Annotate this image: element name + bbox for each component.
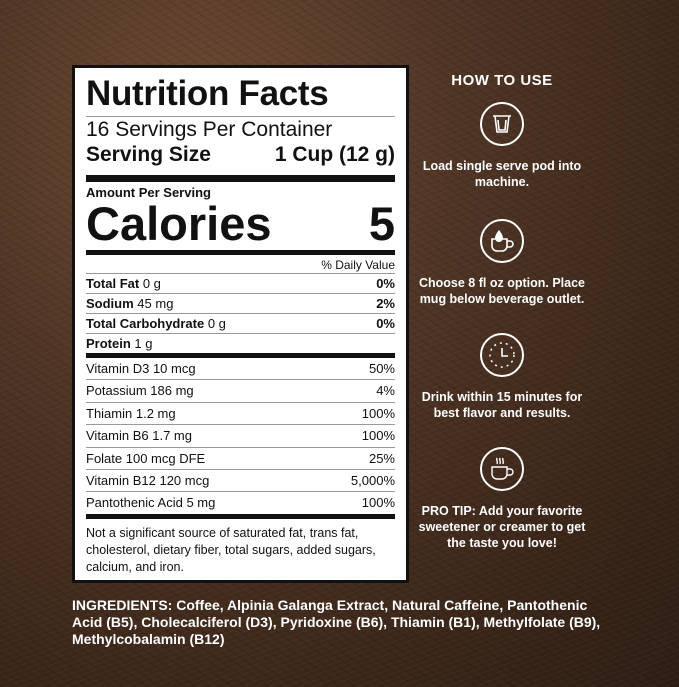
ingredients: INGREDIENTS: Coffee, Alpinia Galanga Ext… bbox=[72, 597, 601, 647]
vitamin-row: Vitamin B6 1.7 mg 100% bbox=[86, 425, 395, 448]
pro-tip-text: PRO TIP: Add your favorite sweetener or … bbox=[418, 504, 586, 550]
vitamin-row: Vitamin B12 120 mcg 5,000% bbox=[86, 470, 395, 493]
vitamin-dv: 100% bbox=[361, 428, 395, 444]
divider-medium bbox=[86, 353, 395, 358]
vitamin-row: Potassium 186 mg 4% bbox=[86, 380, 395, 403]
calories: Calories 5 bbox=[86, 197, 395, 250]
step-text: Choose 8 fl oz option. Place mug below b… bbox=[419, 276, 585, 306]
step-text: Drink within 15 minutes for best flavor … bbox=[421, 390, 583, 420]
divider-medium bbox=[86, 250, 395, 255]
daily-value-header: % Daily Value bbox=[86, 257, 395, 274]
vitamin-dv: 4% bbox=[376, 383, 395, 399]
vitamin-name: Pantothenic Acid 5 mg bbox=[86, 495, 216, 511]
nutrient-dv: 0% bbox=[376, 316, 395, 331]
serving-size: Serving Size 1 Cup (12 g) bbox=[86, 142, 395, 167]
nutrient-name: Protein 1 g bbox=[86, 336, 153, 351]
footnote: Not a significant source of saturated fa… bbox=[86, 525, 376, 574]
vitamin-name: Vitamin D3 10 mcg bbox=[86, 361, 196, 376]
divider-thick bbox=[86, 175, 395, 182]
nutrient-row: Protein 1 g bbox=[86, 334, 395, 353]
servings-per-container: 16 Servings Per Container bbox=[86, 118, 333, 141]
serving-size-label: Serving Size bbox=[86, 143, 211, 166]
label-title: Nutrition Facts bbox=[86, 74, 395, 117]
vitamin-row: Folate 100 mcg DFE 25% bbox=[86, 448, 395, 471]
step-text: Load single serve pod into machine. bbox=[422, 159, 582, 189]
nutrient-dv: 0% bbox=[376, 276, 395, 291]
pod-icon bbox=[480, 102, 524, 146]
nutrient-row: Sodium 45 mg 2% bbox=[86, 294, 395, 314]
steaming-cup-icon bbox=[480, 447, 524, 491]
mug-drop-icon bbox=[480, 219, 524, 263]
nutrient-name: Total Carbohydrate 0 g bbox=[86, 316, 226, 331]
vitamin-dv: 50% bbox=[368, 361, 395, 376]
divider-medium bbox=[86, 513, 395, 519]
nutrient-name: Total Fat 0 g bbox=[86, 276, 161, 291]
vitamin-name: Thiamin 1.2 mg bbox=[86, 405, 176, 421]
vitamin-name: Folate 100 mcg DFE bbox=[86, 450, 206, 466]
calories-label: Calories bbox=[86, 197, 272, 250]
vitamin-dv: 100% bbox=[361, 495, 395, 511]
vitamin-dv: 25% bbox=[368, 450, 395, 466]
calories-value: 5 bbox=[368, 197, 395, 250]
nutrient-name: Sodium 45 mg bbox=[86, 296, 174, 311]
vitamin-dv: 5,000% bbox=[350, 473, 395, 489]
nutrient-row: Total Carbohydrate 0 g 0% bbox=[86, 314, 395, 334]
vitamin-row: Vitamin D3 10 mcg 50% bbox=[86, 358, 395, 381]
nutrition-facts-label: Nutrition Facts 16 Servings Per Containe… bbox=[72, 65, 409, 583]
vitamin-name: Vitamin B12 120 mcg bbox=[86, 473, 210, 489]
nutrient-row: Total Fat 0 g 0% bbox=[86, 274, 395, 294]
amount-per-serving: Amount Per Serving bbox=[86, 185, 211, 200]
vitamin-dv: 100% bbox=[361, 405, 395, 421]
vitamin-row: Thiamin 1.2 mg 100% bbox=[86, 403, 395, 426]
nutrient-dv: 2% bbox=[376, 296, 395, 311]
serving-size-value: 1 Cup (12 g) bbox=[274, 143, 395, 166]
clock-icon bbox=[480, 333, 524, 377]
vitamin-name: Potassium 186 mg bbox=[86, 383, 194, 399]
vitamin-row: Pantothenic Acid 5 mg 100% bbox=[86, 492, 395, 513]
how-to-use: HOW TO USE Load single serve pod into ma… bbox=[412, 72, 592, 551]
how-to-use-title: HOW TO USE bbox=[451, 72, 553, 89]
vitamin-name: Vitamin B6 1.7 mg bbox=[86, 428, 192, 444]
